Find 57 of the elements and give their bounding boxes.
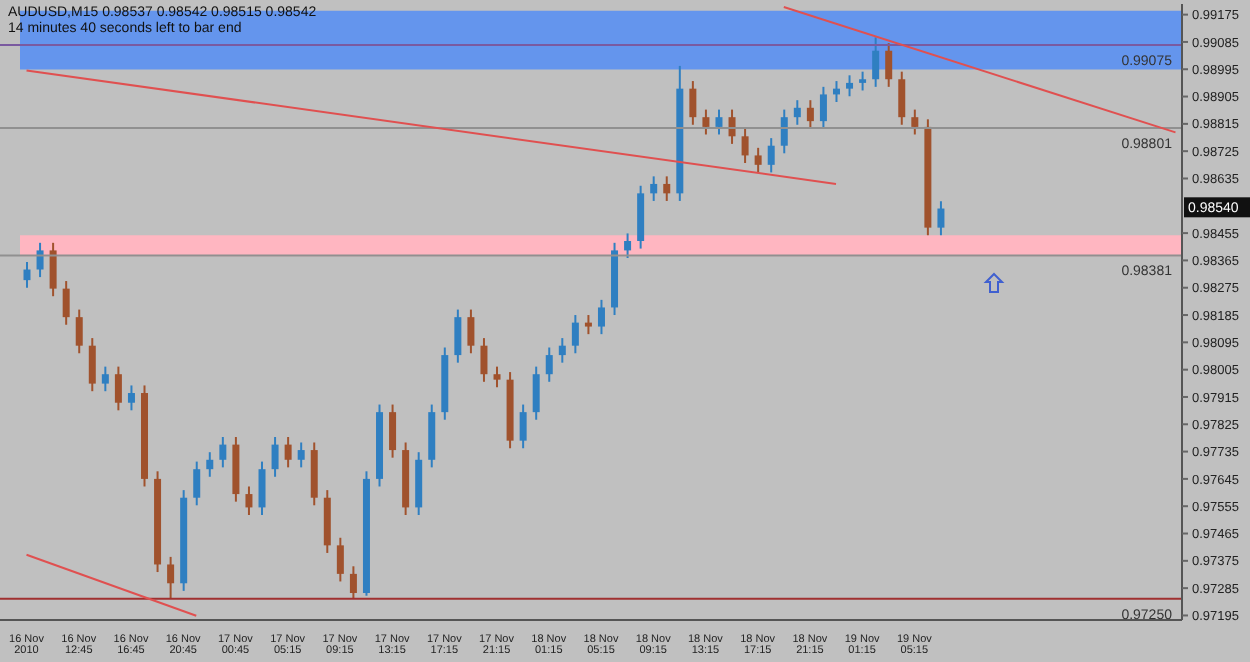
candlestick	[49, 241, 57, 298]
candlestick	[219, 436, 227, 469]
candlestick	[23, 260, 31, 289]
candlestick	[859, 70, 867, 92]
candlestick	[454, 308, 462, 364]
candlestick	[206, 451, 214, 478]
candlestick	[754, 146, 762, 174]
candlestick	[846, 74, 854, 98]
candlestick	[88, 337, 96, 393]
candlestick	[389, 403, 397, 459]
candlestick	[702, 108, 710, 136]
candlestick	[428, 403, 436, 469]
candlestick	[258, 460, 266, 517]
candlestick	[819, 85, 827, 130]
candlestick	[127, 384, 135, 412]
candlestick	[349, 565, 357, 600]
candlestick	[480, 337, 488, 383]
candlestick	[284, 436, 292, 469]
candlestick	[937, 200, 945, 237]
candlestick	[493, 365, 501, 389]
candlestick	[806, 99, 814, 130]
candlestick	[101, 365, 109, 393]
candlestick	[297, 441, 305, 469]
candlestick	[271, 436, 279, 478]
candlestick	[193, 460, 201, 507]
candlestick	[571, 314, 579, 355]
candlestick	[310, 441, 318, 507]
candlestick	[911, 108, 919, 136]
candlestick	[532, 365, 540, 421]
candlestick	[584, 314, 592, 336]
candlestick	[872, 36, 880, 88]
candlestick	[898, 70, 906, 126]
candlestick	[545, 346, 553, 383]
candlestick	[715, 108, 723, 136]
candlestick	[323, 489, 331, 554]
candlestick	[467, 308, 475, 355]
candlestick	[637, 184, 645, 250]
candlestick	[663, 175, 671, 202]
candlestick	[62, 280, 70, 326]
candlestick	[336, 536, 344, 583]
candlestick	[624, 232, 632, 259]
candlestick	[650, 175, 658, 202]
candlestick	[689, 80, 697, 126]
candlestick	[519, 403, 527, 450]
candlestick	[597, 298, 605, 336]
candlestick	[558, 337, 566, 364]
candlestick	[36, 241, 44, 279]
candlestick	[885, 42, 893, 88]
candlestick	[793, 99, 801, 126]
candlestick	[114, 365, 122, 412]
candlestick	[415, 451, 423, 517]
candlestick	[780, 108, 788, 155]
candlestick	[167, 555, 175, 600]
candlestick	[741, 127, 749, 165]
candlestick	[75, 308, 83, 355]
candlestick	[245, 485, 253, 517]
candlestick	[767, 137, 775, 174]
